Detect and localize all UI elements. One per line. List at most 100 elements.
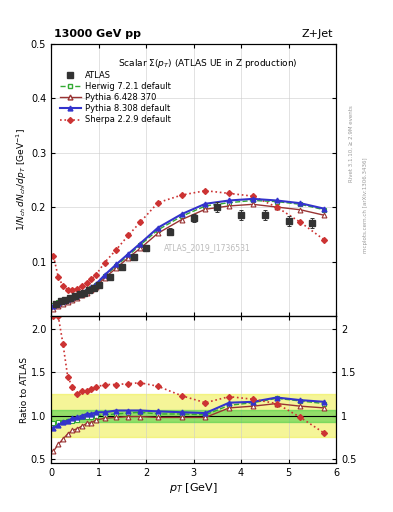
Pythia 6.428 370 bbox=[114, 265, 119, 271]
Sherpa 2.2.9 default bbox=[203, 187, 208, 194]
Text: 13000 GeV pp: 13000 GeV pp bbox=[54, 29, 141, 39]
Pythia 6.428 370 bbox=[203, 206, 208, 212]
Pythia 8.308 default bbox=[227, 198, 231, 204]
Sherpa 2.2.9 default bbox=[251, 193, 255, 199]
Pythia 6.428 370 bbox=[89, 287, 94, 293]
Sherpa 2.2.9 default bbox=[156, 200, 160, 206]
Text: Z+Jet: Z+Jet bbox=[302, 29, 333, 39]
Pythia 8.308 default bbox=[65, 296, 70, 302]
Text: mcplots.cern.ch [arXiv:1306.3436]: mcplots.cern.ch [arXiv:1306.3436] bbox=[363, 157, 368, 252]
Pythia 6.428 370 bbox=[251, 201, 255, 207]
Pythia 6.428 370 bbox=[156, 230, 160, 236]
Sherpa 2.2.9 default bbox=[56, 274, 61, 280]
Pythia 8.308 default bbox=[251, 196, 255, 202]
Herwig 7.2.1 default bbox=[102, 273, 107, 280]
Bar bbox=[51, 394, 336, 437]
Sherpa 2.2.9 default bbox=[51, 253, 56, 259]
Sherpa 2.2.9 default bbox=[138, 219, 143, 225]
Pythia 6.428 370 bbox=[70, 296, 75, 303]
Herwig 7.2.1 default bbox=[138, 242, 143, 248]
Pythia 8.308 default bbox=[102, 272, 107, 278]
Pythia 6.428 370 bbox=[126, 254, 130, 261]
Pythia 6.428 370 bbox=[322, 212, 327, 218]
Sherpa 2.2.9 default bbox=[75, 286, 79, 292]
Line: Pythia 8.308 default: Pythia 8.308 default bbox=[51, 197, 327, 308]
Sherpa 2.2.9 default bbox=[274, 204, 279, 210]
Herwig 7.2.1 default bbox=[126, 252, 130, 259]
Pythia 8.308 default bbox=[138, 241, 143, 247]
Pythia 8.308 default bbox=[126, 251, 130, 257]
Pythia 6.428 370 bbox=[94, 284, 99, 290]
Pythia 8.308 default bbox=[89, 284, 94, 290]
Herwig 7.2.1 default bbox=[94, 282, 99, 288]
Sherpa 2.2.9 default bbox=[84, 280, 89, 286]
Herwig 7.2.1 default bbox=[84, 288, 89, 294]
Pythia 6.428 370 bbox=[51, 306, 56, 312]
Sherpa 2.2.9 default bbox=[126, 232, 130, 239]
Sherpa 2.2.9 default bbox=[322, 237, 327, 243]
Pythia 8.308 default bbox=[114, 261, 119, 267]
Herwig 7.2.1 default bbox=[75, 292, 79, 298]
Pythia 8.308 default bbox=[70, 294, 75, 300]
Sherpa 2.2.9 default bbox=[114, 246, 119, 252]
Herwig 7.2.1 default bbox=[114, 263, 119, 269]
Pythia 8.308 default bbox=[274, 198, 279, 204]
Pythia 8.308 default bbox=[322, 206, 327, 212]
Pythia 6.428 370 bbox=[227, 203, 231, 209]
Pythia 6.428 370 bbox=[61, 301, 65, 307]
Pythia 6.428 370 bbox=[65, 299, 70, 305]
Pythia 6.428 370 bbox=[179, 217, 184, 223]
Pythia 8.308 default bbox=[156, 225, 160, 231]
Herwig 7.2.1 default bbox=[227, 200, 231, 206]
Herwig 7.2.1 default bbox=[156, 227, 160, 233]
Herwig 7.2.1 default bbox=[203, 203, 208, 209]
Pythia 6.428 370 bbox=[102, 275, 107, 281]
Herwig 7.2.1 default bbox=[56, 300, 61, 306]
Herwig 7.2.1 default bbox=[51, 302, 56, 308]
Legend: ATLAS, Herwig 7.2.1 default, Pythia 6.428 370, Pythia 8.308 default, Sherpa 2.2.: ATLAS, Herwig 7.2.1 default, Pythia 6.42… bbox=[58, 70, 172, 126]
Herwig 7.2.1 default bbox=[274, 199, 279, 205]
Sherpa 2.2.9 default bbox=[80, 283, 84, 289]
Pythia 8.308 default bbox=[179, 211, 184, 217]
Sherpa 2.2.9 default bbox=[70, 287, 75, 293]
Line: Herwig 7.2.1 default: Herwig 7.2.1 default bbox=[51, 198, 327, 308]
Pythia 8.308 default bbox=[94, 281, 99, 287]
Pythia 6.428 370 bbox=[80, 292, 84, 298]
Text: Rivet 3.1.10, ≥ 2.9M events: Rivet 3.1.10, ≥ 2.9M events bbox=[349, 105, 353, 182]
Pythia 6.428 370 bbox=[84, 290, 89, 296]
Herwig 7.2.1 default bbox=[80, 290, 84, 296]
Herwig 7.2.1 default bbox=[251, 198, 255, 204]
Pythia 6.428 370 bbox=[298, 207, 303, 213]
Sherpa 2.2.9 default bbox=[89, 276, 94, 282]
Herwig 7.2.1 default bbox=[89, 285, 94, 291]
Sherpa 2.2.9 default bbox=[94, 271, 99, 278]
Pythia 6.428 370 bbox=[56, 303, 61, 309]
Herwig 7.2.1 default bbox=[298, 201, 303, 207]
Pythia 8.308 default bbox=[51, 303, 56, 309]
Sherpa 2.2.9 default bbox=[61, 283, 65, 289]
Bar bbox=[51, 410, 336, 422]
Herwig 7.2.1 default bbox=[61, 297, 65, 304]
Pythia 8.308 default bbox=[203, 201, 208, 207]
Pythia 8.308 default bbox=[75, 292, 79, 298]
Pythia 6.428 370 bbox=[274, 204, 279, 210]
Pythia 8.308 default bbox=[56, 300, 61, 306]
Sherpa 2.2.9 default bbox=[102, 260, 107, 266]
Line: Sherpa 2.2.9 default: Sherpa 2.2.9 default bbox=[51, 188, 326, 292]
Text: Scalar $\Sigma(p_T)$ (ATLAS UE in Z production): Scalar $\Sigma(p_T)$ (ATLAS UE in Z prod… bbox=[118, 57, 298, 70]
Pythia 8.308 default bbox=[80, 290, 84, 296]
Herwig 7.2.1 default bbox=[65, 296, 70, 302]
Sherpa 2.2.9 default bbox=[179, 192, 184, 198]
Text: ATLAS_2019_I1736531: ATLAS_2019_I1736531 bbox=[164, 243, 251, 252]
Sherpa 2.2.9 default bbox=[227, 190, 231, 197]
Line: Pythia 6.428 370: Pythia 6.428 370 bbox=[51, 202, 327, 311]
Sherpa 2.2.9 default bbox=[298, 219, 303, 225]
Pythia 6.428 370 bbox=[75, 294, 79, 301]
Herwig 7.2.1 default bbox=[322, 207, 327, 213]
X-axis label: $p_T$ [GeV]: $p_T$ [GeV] bbox=[169, 481, 218, 495]
Sherpa 2.2.9 default bbox=[65, 287, 70, 293]
Pythia 8.308 default bbox=[298, 200, 303, 206]
Herwig 7.2.1 default bbox=[179, 213, 184, 219]
Pythia 8.308 default bbox=[61, 297, 65, 304]
Y-axis label: Ratio to ATLAS: Ratio to ATLAS bbox=[20, 357, 29, 423]
